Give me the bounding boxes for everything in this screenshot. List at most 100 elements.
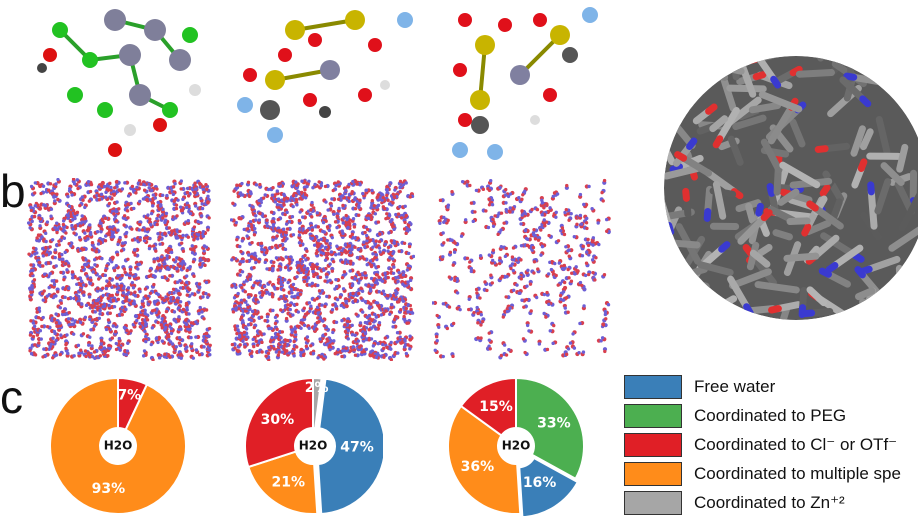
- particle: [169, 299, 173, 303]
- legend-item-multiple: Coordinated to multiple spe: [624, 462, 901, 486]
- particle: [257, 218, 262, 222]
- particle: [149, 222, 153, 227]
- particle: [84, 354, 88, 359]
- particle: [283, 297, 288, 301]
- particle: [603, 312, 608, 317]
- particle: [399, 216, 404, 220]
- bond-stick: [898, 191, 918, 232]
- bond-stick: [831, 244, 864, 269]
- particle: [134, 191, 138, 195]
- particle: [374, 327, 378, 331]
- particle: [447, 275, 452, 279]
- particle: [402, 227, 407, 231]
- particle: [71, 208, 76, 213]
- particle: [172, 291, 176, 295]
- particle: [167, 338, 171, 342]
- particle: [161, 193, 165, 198]
- particle: [140, 299, 145, 303]
- particle: [116, 228, 120, 232]
- particle: [106, 296, 110, 301]
- particle: [159, 323, 163, 327]
- particle: [385, 212, 389, 216]
- bond-stick: [697, 261, 734, 276]
- particle: [591, 270, 595, 275]
- particle: [441, 255, 445, 259]
- particle: [265, 218, 269, 222]
- particle: [385, 193, 389, 198]
- particle: [532, 227, 536, 232]
- particle: [479, 336, 483, 340]
- particle: [132, 274, 136, 279]
- particle: [537, 342, 542, 346]
- nitrogen-tip: [755, 202, 764, 217]
- particle: [246, 323, 251, 327]
- particle: [515, 283, 519, 287]
- particle: [401, 282, 405, 286]
- particle: [138, 199, 142, 204]
- particle: [361, 191, 365, 196]
- particle: [298, 210, 302, 214]
- particle: [81, 283, 86, 287]
- particle: [67, 204, 72, 209]
- particle: [33, 204, 37, 208]
- bond-stick: [777, 188, 800, 206]
- particle: [276, 277, 281, 282]
- particle: [284, 222, 289, 226]
- bond-stick: [786, 217, 811, 226]
- particle: [70, 276, 75, 280]
- particle: [274, 256, 279, 260]
- particle: [88, 317, 92, 322]
- particle: [286, 342, 290, 347]
- particle: [307, 326, 311, 330]
- particle: [238, 244, 242, 249]
- particle: [146, 302, 151, 306]
- particle: [325, 239, 329, 243]
- particle: [569, 212, 573, 216]
- particle: [365, 227, 370, 232]
- particle: [122, 267, 127, 271]
- particle: [144, 324, 148, 328]
- particle: [172, 310, 177, 314]
- particle: [529, 309, 533, 313]
- panel-label-b: b: [0, 165, 26, 217]
- particle: [236, 194, 241, 199]
- particle: [397, 249, 401, 253]
- particle: [194, 335, 198, 339]
- particle: [298, 243, 303, 248]
- particle: [51, 336, 55, 340]
- particle: [121, 241, 125, 245]
- particle: [82, 293, 86, 297]
- particle: [184, 205, 189, 210]
- particle: [53, 331, 57, 336]
- particle: [344, 213, 348, 218]
- particle: [113, 186, 117, 190]
- particle: [353, 353, 358, 357]
- particle: [357, 345, 362, 349]
- particle: [126, 286, 131, 290]
- particle: [38, 329, 43, 333]
- particle: [330, 308, 335, 312]
- particle: [151, 244, 156, 248]
- particle: [178, 229, 182, 233]
- particle: [199, 196, 203, 201]
- particle: [45, 220, 50, 224]
- particle: [202, 249, 206, 253]
- particle: [503, 254, 508, 259]
- molecule-cluster-zncl: [37, 9, 201, 157]
- particle: [146, 213, 150, 217]
- particle: [403, 339, 407, 343]
- particle: [442, 220, 446, 224]
- particle: [277, 182, 281, 186]
- particle: [392, 195, 397, 199]
- particle: [96, 286, 100, 291]
- particle: [334, 253, 338, 257]
- particle: [553, 261, 557, 266]
- particle: [171, 185, 176, 189]
- particle: [139, 182, 143, 186]
- particle: [158, 268, 162, 273]
- particle: [535, 207, 540, 212]
- particle: [277, 228, 281, 233]
- particle: [511, 246, 516, 250]
- particle: [584, 261, 589, 265]
- particle: [291, 313, 295, 317]
